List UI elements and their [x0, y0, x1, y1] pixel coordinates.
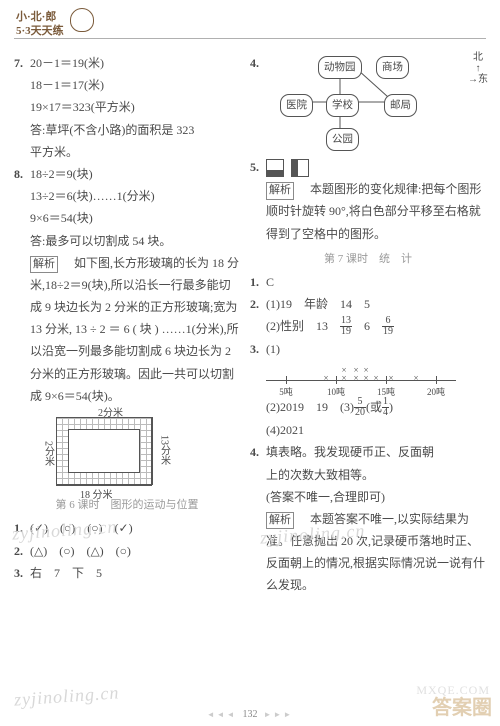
sec7-q4-l2: 上的次数大致相等。: [250, 464, 486, 486]
compass-north: 北: [468, 52, 488, 63]
question-5: 5.: [250, 156, 486, 178]
sec6-q2-num: 2.: [14, 540, 23, 562]
q7-line1: 20－1＝19(米): [30, 52, 240, 74]
section-7-title: 第 7 课时 统 计: [250, 249, 486, 269]
rect-arrow-bottom: [56, 485, 152, 486]
page-number: 132: [201, 709, 300, 720]
dotplot-axis: [266, 380, 456, 381]
q7-line2: 18－1＝17(米): [14, 74, 240, 96]
analysis-label: 解析: [30, 256, 58, 273]
fraction-1-4: 14: [382, 397, 389, 418]
sec6-q2-text: (△) (○) (△) (○): [30, 544, 131, 558]
sec7-q2-p1: (1)19 年龄 14 5: [266, 297, 370, 311]
dot-plot: 5吨 10吨 15吨 20吨 × ×× ×× ×× × × ×: [266, 362, 456, 396]
sec6-q3: 3. 右 7 下 5: [14, 562, 240, 584]
sec6-q1-text: (✓) (○) (○) (✓): [30, 521, 133, 535]
sec7-q2-num: 2.: [250, 293, 259, 315]
compass-icon: 北 ↑→东: [468, 52, 488, 85]
q7-line4: 答:草坪(不含小路)的面积是 323: [14, 119, 240, 141]
sec7-q3-p2c: ): [389, 400, 393, 414]
sec6-q1-num: 1.: [14, 517, 23, 539]
q7-line5: 平方米。: [14, 141, 240, 163]
page-footer: 132: [0, 709, 500, 720]
q8-line3: 9×6＝54(块): [14, 207, 240, 229]
q5-analysis-text: 本题图形的变化规律:把每个图形顺时针旋转 90°,将白色部分平移至右格就得到了空…: [266, 182, 481, 240]
rect-inner: [68, 429, 140, 473]
sec7-q1-text: C: [266, 275, 274, 289]
rect-label-top: 2分米: [98, 405, 123, 424]
q8-number: 8.: [14, 163, 23, 185]
q8-line4: 答:最多可以切割成 54 块。: [14, 230, 240, 252]
mascot-icon: [70, 8, 94, 32]
q5-shape-2: [291, 159, 309, 177]
sec7-q2-p2a: (2)性别 13: [266, 319, 340, 333]
sec7-q3-p2a: (2)2019 19 (3): [266, 400, 354, 414]
map-school: 学校: [326, 94, 359, 117]
question-8: 8. 18÷2＝9(块): [14, 163, 240, 185]
tick-5: 5吨: [279, 384, 293, 401]
sec7-q4-num: 4.: [250, 441, 259, 463]
sec7-q4-l1: 填表略。我发现硬币正、反面朝: [266, 445, 434, 459]
fraction-13-19: 1319: [340, 316, 352, 337]
tick-20: 20吨: [427, 384, 445, 401]
sec7-q4: 4. 填表略。我发现硬币正、反面朝: [250, 441, 486, 463]
sec6-q1: 1. (✓) (○) (○) (✓): [14, 517, 240, 539]
q7-number: 7.: [14, 52, 23, 74]
rectangle-diagram: 2分米 2分米 18 分米 13分米: [38, 411, 158, 491]
map-park: 公园: [326, 128, 359, 151]
q8-line2: 13÷2＝6(块)……1(分米): [14, 185, 240, 207]
left-column: 7. 20－1＝19(米) 18－1＝17(米) 19×17＝323(平方米) …: [14, 52, 240, 597]
sec7-q4-analysis-text: 本题答案不唯一,以实际结果为准。任意抛出 20 次,记录硬币落地时正、反面朝上的…: [266, 512, 485, 593]
q4-number: 4.: [250, 52, 259, 74]
sec6-q3-text: 右 7 下 5: [30, 566, 102, 580]
sec7-q3-p1: (1): [266, 342, 280, 356]
question-4-map: 4. 动物园 商场 医院 学校 邮局 公园 北: [250, 52, 486, 152]
watermark-3: zyjinoling.cn: [13, 682, 120, 710]
compass-east: 东: [478, 74, 488, 85]
series-text: 5·3天天练: [16, 22, 64, 38]
analysis-label: 解析: [266, 512, 294, 529]
rect-label-bottom: 18 分米: [80, 487, 113, 506]
sec7-q3: 3. (1): [250, 338, 486, 360]
map-hospital: 医院: [280, 94, 313, 117]
rect-label-left: 2分米: [38, 441, 57, 466]
compass-arrows: ↑→东: [468, 63, 488, 85]
fraction-5-20: 520: [354, 397, 366, 418]
q8-analysis-text: 如下图,长方形玻璃的长为 18 分米,18÷2＝9(块),所以沿长一行最多能切成…: [30, 256, 239, 403]
q5-analysis: 解析 本题图形的变化规律:把每个图形顺时针旋转 90°,将白色部分平移至右格就得…: [250, 178, 486, 245]
rect-arrow-right: [152, 417, 153, 485]
question-7: 7. 20－1＝19(米): [14, 52, 240, 74]
sec7-q3-p2b: (或: [366, 400, 382, 414]
analysis-label: 解析: [266, 182, 294, 199]
page-header: 小·北·郎 5·3天天练: [14, 8, 486, 44]
q5-shape-1: [266, 159, 284, 177]
sec7-q3-p3: (4)2021: [250, 419, 486, 441]
q5-number: 5.: [250, 156, 259, 178]
sec6-q2: 2. (△) (○) (△) (○): [14, 540, 240, 562]
sec7-q4-l3: (答案不唯一,合理即可): [250, 486, 486, 508]
fraction-6-19: 619: [382, 316, 394, 337]
map-zoo: 动物园: [318, 56, 362, 79]
map-post: 邮局: [384, 94, 417, 117]
q7-line3: 19×17＝323(平方米): [14, 96, 240, 118]
sec7-q1-num: 1.: [250, 271, 259, 293]
map-diagram: 动物园 商场 医院 学校 邮局 公园 北 ↑→东: [278, 52, 488, 152]
sec7-q2-p2: (2)性别 13 1319 6 619: [250, 315, 486, 338]
sec7-q3-num: 3.: [250, 338, 259, 360]
sec7-q1: 1. C: [250, 271, 486, 293]
header-divider: [14, 38, 486, 39]
sec7-q4-analysis: 解析 本题答案不唯一,以实际结果为准。任意抛出 20 次,记录硬币落地时正、反面…: [250, 508, 486, 597]
right-column: 4. 动物园 商场 医院 学校 邮局 公园 北: [250, 52, 486, 597]
sec7-q2: 2. (1)19 年龄 14 5: [250, 293, 486, 315]
sec7-q2-p2b: 6: [352, 319, 382, 333]
q8-analysis: 解析 如下图,长方形玻璃的长为 18 分米,18÷2＝9(块),所以沿长一行最多…: [14, 252, 240, 407]
rect-label-right: 13分米: [154, 435, 173, 465]
map-mall: 商场: [376, 56, 409, 79]
q8-line1: 18÷2＝9(块): [30, 163, 240, 185]
sec6-q3-num: 3.: [14, 562, 23, 584]
section-6-title: 第 6 课时 图形的运动与位置: [14, 495, 240, 515]
